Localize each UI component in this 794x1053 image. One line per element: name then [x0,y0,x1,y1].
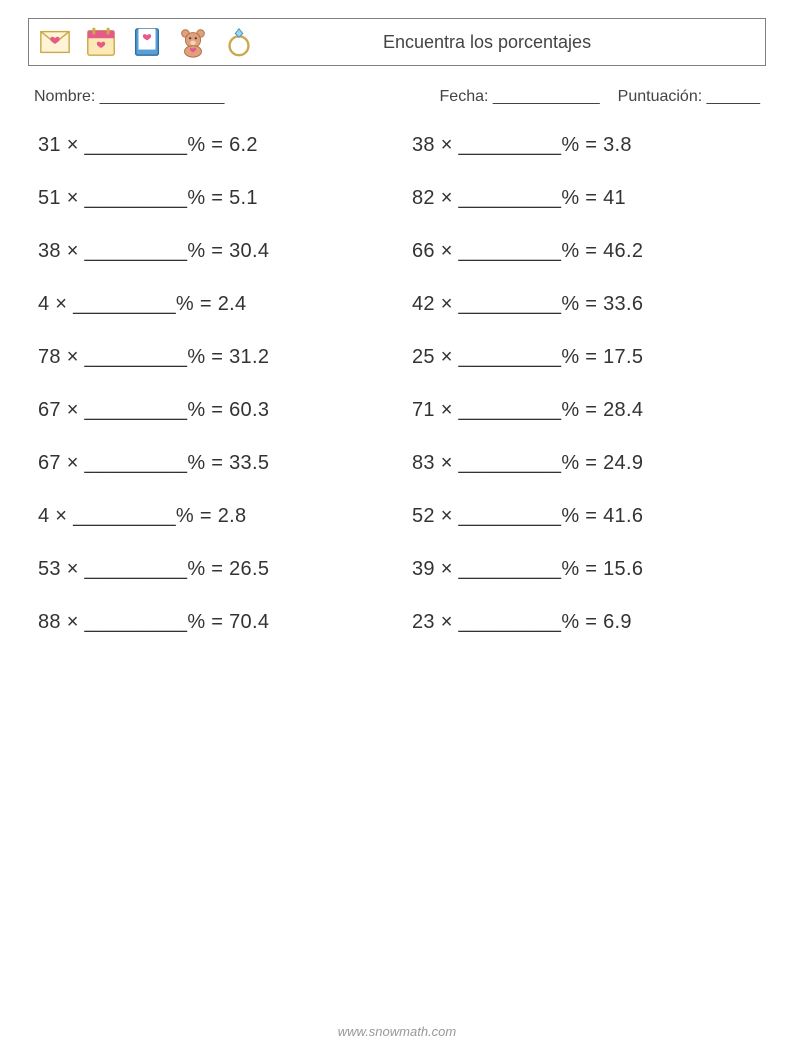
problem-item: 4 × _________% = 2.4 [38,293,382,316]
problem-item: 67 × _________% = 60.3 [38,399,382,422]
problem-item: 53 × _________% = 26.5 [38,558,382,581]
footer-url: www.snowmath.com [0,1024,794,1039]
heart-book-icon [129,24,165,60]
diamond-ring-icon [221,24,257,60]
score-field: Puntuación: ______ [618,88,760,106]
worksheet-header: Encuentra los porcentajes [28,18,766,66]
problem-item: 31 × _________% = 6.2 [38,134,382,157]
love-letter-icon [37,24,73,60]
problem-item: 52 × _________% = 41.6 [412,505,756,528]
problem-item: 38 × _________% = 30.4 [38,240,382,263]
heart-calendar-icon [83,24,119,60]
problem-item: 25 × _________% = 17.5 [412,346,756,369]
problem-item: 4 × _________% = 2.8 [38,505,382,528]
problem-item: 78 × _________% = 31.2 [38,346,382,369]
problem-item: 42 × _________% = 33.6 [412,293,756,316]
problem-item: 39 × _________% = 15.6 [412,558,756,581]
problem-item: 51 × _________% = 5.1 [38,187,382,210]
problem-item: 67 × _________% = 33.5 [38,452,382,475]
problem-item: 88 × _________% = 70.4 [38,611,382,634]
problem-item: 66 × _________% = 46.2 [412,240,756,263]
problem-item: 23 × _________% = 6.9 [412,611,756,634]
problem-item: 83 × _________% = 24.9 [412,452,756,475]
problem-item: 38 × _________% = 3.8 [412,134,756,157]
problem-item: 82 × _________% = 41 [412,187,756,210]
worksheet-meta: Nombre: ______________ Fecha: __________… [28,88,766,106]
problems-grid: 31 × _________% = 6.2 38 × _________% = 3… [28,134,766,634]
date-field: Fecha: ____________ [440,88,600,106]
teddy-bear-icon [175,24,211,60]
header-icons [37,24,257,60]
problem-item: 71 × _________% = 28.4 [412,399,756,422]
name-field: Nombre: ______________ [34,88,224,106]
worksheet-title: Encuentra los porcentajes [257,32,757,53]
